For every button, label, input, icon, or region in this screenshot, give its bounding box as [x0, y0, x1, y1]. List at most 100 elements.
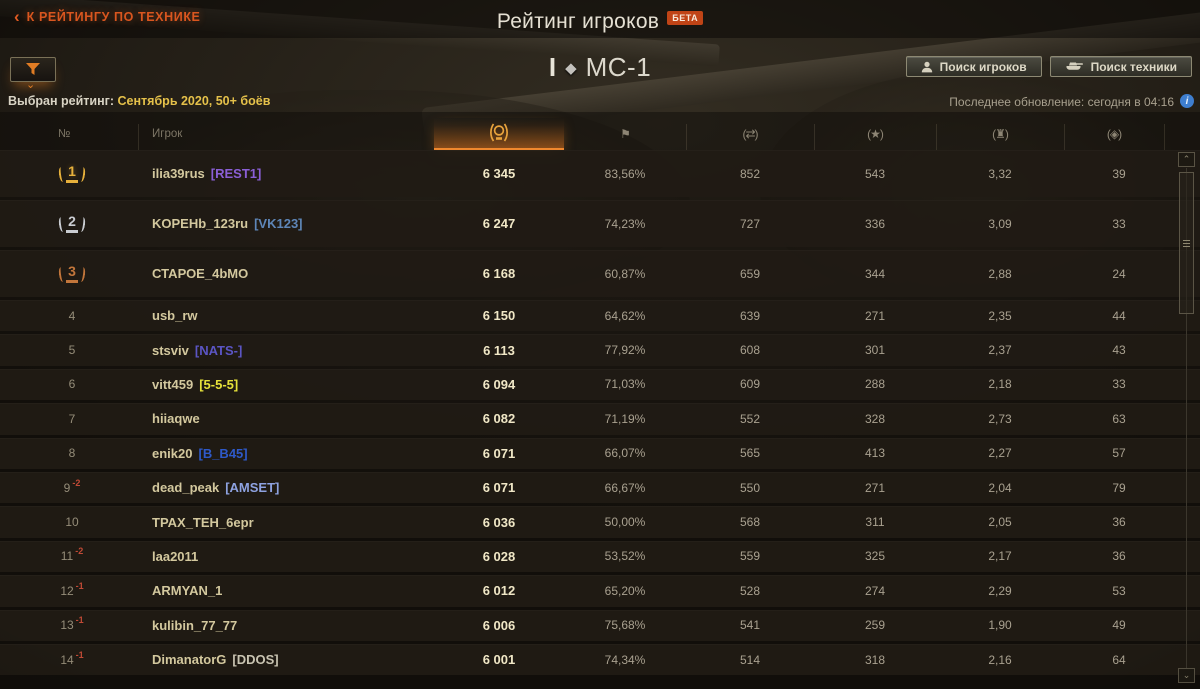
- win-rate-value: 74,23%: [604, 216, 646, 231]
- player-name[interactable]: DimanatorG: [152, 652, 227, 668]
- clan-tag[interactable]: [B_B45]: [198, 445, 248, 461]
- avg-destroyed-value: 3,09: [988, 216, 1012, 231]
- rank-number: 4: [68, 308, 76, 323]
- avg-exp-value: 413: [864, 446, 886, 461]
- rank-cell: 14 -1: [44, 644, 100, 675]
- scrollbar-up-button[interactable]: ⌃: [1178, 152, 1195, 167]
- table-row[interactable]: 8 enik20 [B_B45] 6 071 66,07% 565 413 2,27 57: [0, 437, 1200, 469]
- column-header-player[interactable]: Игрок: [152, 128, 183, 140]
- player-name[interactable]: KOPEHb_123ru: [152, 216, 249, 231]
- avg-spotted-value: 79: [1112, 480, 1126, 495]
- player-name[interactable]: TPAX_TEH_6epr: [152, 514, 254, 530]
- player-name[interactable]: enik20: [152, 445, 193, 461]
- damage-arrows-icon: (⇄): [742, 127, 758, 141]
- rating-value: 6 082: [482, 411, 516, 427]
- player-name[interactable]: kulibin_77_77: [152, 617, 238, 633]
- table-row[interactable]: 3 СТАРОЕ_4bMO 6 168 60,87% 659 344 2,88 24: [0, 250, 1200, 297]
- player-cell: KOPEHb_123ru [VK123]: [152, 200, 432, 247]
- column-header-avg-damage[interactable]: (⇄): [686, 118, 814, 150]
- rank-change-badge: -1: [75, 615, 84, 626]
- scrollbar-thumb[interactable]: [1179, 172, 1194, 314]
- avg-destroyed-value: 2,37: [988, 343, 1012, 358]
- light-tank-diamond-icon: ◆: [565, 59, 577, 77]
- avg-spotted-value: 43: [1112, 343, 1126, 358]
- avg-damage-value: 528: [739, 583, 761, 598]
- clan-tag[interactable]: [AMSET]: [225, 480, 280, 496]
- avg-spotted-value: 63: [1112, 411, 1126, 426]
- table-row[interactable]: 14 -1 DimanatorG [DDOS] 6 001 74,34% 514 318 2,1…: [0, 643, 1200, 676]
- table-row[interactable]: 7 hiiaqwe 6 082 71,19% 552 328 2,73 63: [0, 403, 1200, 435]
- filter-chevron-down-icon: ⌄: [26, 79, 36, 91]
- player-name[interactable]: laa2011: [152, 548, 199, 564]
- table-row[interactable]: 6 vitt459 [5-5-5] 6 094 71,03% 609 288 2,18 33: [0, 368, 1200, 401]
- table-row[interactable]: 10 TPAX_TEH_6epr 6 036 50,00% 568 311 2,05 36: [0, 506, 1200, 538]
- column-header-rating-selected[interactable]: [434, 118, 564, 150]
- win-rate-value: 77,92%: [604, 343, 646, 358]
- column-header-rank[interactable]: №: [58, 128, 71, 140]
- selected-rating-label: Выбран рейтинг:: [8, 94, 115, 108]
- filter-button[interactable]: [10, 57, 56, 82]
- scrollbar-track[interactable]: [1186, 168, 1187, 668]
- column-header-win-rate[interactable]: ⚑: [564, 118, 686, 150]
- player-cell: dead_peak [AMSET]: [152, 472, 432, 503]
- search-vehicles-button[interactable]: Поиск техники: [1049, 56, 1192, 77]
- player-name[interactable]: dead_peak: [152, 480, 220, 496]
- player-name[interactable]: ARMYAN_1: [152, 583, 223, 599]
- last-update-text: Последнее обновление: сегодня в 04:16: [949, 95, 1174, 109]
- win-rate-value: 64,62%: [604, 308, 646, 323]
- rank-cell: 13 -1: [44, 610, 100, 641]
- info-icon[interactable]: i: [1180, 94, 1194, 108]
- clan-tag[interactable]: [5-5-5]: [199, 376, 239, 392]
- clan-tag[interactable]: [REST1]: [210, 166, 262, 181]
- clan-tag[interactable]: [VK123]: [254, 216, 303, 231]
- person-icon: [921, 61, 932, 72]
- column-header-avg-exp[interactable]: (★): [814, 118, 936, 150]
- avg-destroyed-value: 1,90: [988, 618, 1012, 633]
- rank-number: 10: [65, 515, 79, 530]
- flag-icon: ⚑: [620, 127, 631, 141]
- rank-cell: 3: [44, 250, 100, 297]
- scrollbar-down-button[interactable]: ⌄: [1178, 668, 1195, 683]
- avg-spotted-value: 39: [1112, 166, 1126, 181]
- column-header-avg-destroyed[interactable]: (♜): [936, 118, 1064, 150]
- player-cell: ARMYAN_1: [152, 575, 432, 606]
- win-rate-value: 53,52%: [604, 549, 646, 564]
- player-name[interactable]: stsviv: [152, 342, 189, 358]
- avg-exp-value: 543: [864, 166, 886, 181]
- table-row[interactable]: 9 -2 dead_peak [AMSET] 6 071 66,67% 550 271 2,04…: [0, 471, 1200, 504]
- rating-value: 6 006: [482, 617, 516, 633]
- avg-destroyed-value: 2,17: [988, 549, 1012, 564]
- back-to-vehicle-rating-link[interactable]: ‹ К РЕЙТИНГУ ПО ТЕХНИКЕ: [14, 7, 200, 26]
- clan-tag[interactable]: [NATS-]: [194, 342, 243, 358]
- table-row[interactable]: 4 usb_rw 6 150 64,62% 639 271 2,35 44: [0, 300, 1200, 332]
- table-row[interactable]: 5 stsviv [NATS-] 6 113 77,92% 608 301 2,37 43: [0, 334, 1200, 366]
- player-name[interactable]: ilia39rus: [152, 166, 205, 181]
- avg-exp-value: 318: [864, 652, 886, 667]
- chevron-down-icon: ⌄: [1182, 670, 1191, 680]
- table-row[interactable]: 13 -1 kulibin_77_77 6 006 75,68% 541 259 1,90 49: [0, 609, 1200, 641]
- clan-tag[interactable]: [DDOS]: [232, 652, 279, 668]
- avg-spotted-value: 24: [1112, 266, 1126, 281]
- player-name[interactable]: usb_rw: [152, 308, 198, 324]
- table-row[interactable]: 11 -2 laa2011 6 028 53,52% 559 325 2,17 36: [0, 540, 1200, 573]
- player-name[interactable]: vitt459: [152, 376, 194, 392]
- avg-damage-value: 852: [739, 166, 761, 181]
- column-header-avg-spotted[interactable]: (◈): [1064, 118, 1164, 150]
- medal-bronze-icon: 3: [58, 264, 86, 283]
- player-name[interactable]: hiiaqwe: [152, 411, 200, 427]
- player-name[interactable]: СТАРОЕ_4bMO: [152, 266, 249, 281]
- table-row[interactable]: 1 ilia39rus [REST1] 6 345 83,56% 852 543 3,32 39: [0, 150, 1200, 197]
- rank-number: 11: [60, 549, 74, 564]
- avg-spotted-value: 36: [1112, 515, 1126, 530]
- chevron-left-icon: ‹: [14, 7, 20, 26]
- avg-destroyed-value: 2,35: [988, 308, 1012, 323]
- avg-destroyed-value: 3,32: [988, 166, 1012, 181]
- win-rate-value: 66,07%: [604, 446, 646, 461]
- rank-cell: 1: [44, 150, 100, 197]
- rank-cell: 7: [44, 403, 100, 434]
- table-row[interactable]: 12 -1 ARMYAN_1 6 012 65,20% 528 274 2,29 53: [0, 575, 1200, 607]
- rank-cell: 6: [44, 369, 100, 400]
- rank-number: 7: [68, 411, 76, 426]
- table-row[interactable]: 2 KOPEHb_123ru [VK123] 6 247 74,23% 727 336 3,0…: [0, 200, 1200, 247]
- search-players-button[interactable]: Поиск игроков: [905, 56, 1042, 77]
